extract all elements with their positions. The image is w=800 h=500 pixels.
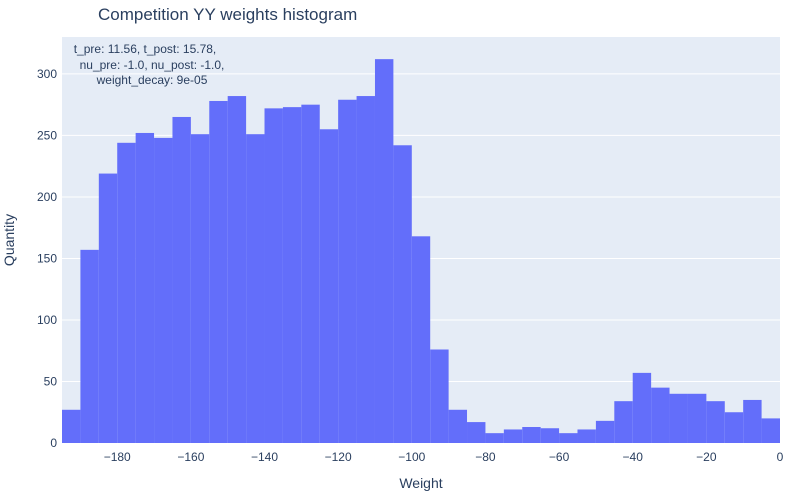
annotation-line-2: nu_pre: -1.0, nu_post: -1.0, [80,58,225,72]
histogram-bar [154,137,173,444]
annotation-line-3: weight_decay: 9e-05 [96,73,208,87]
x-tick-label: −120 [325,450,352,464]
bars [62,59,780,444]
histogram-bar [448,409,468,443]
histogram-bar [651,387,670,443]
histogram-bar [614,401,633,443]
histogram-bar [485,433,504,443]
y-axis-ticks: 0 50 100 150 200 250 300 [37,67,57,450]
x-tick-label: −80 [475,450,496,464]
y-tick-label: 150 [37,251,57,265]
x-tick-label: −20 [696,450,717,464]
y-tick-label: 100 [37,313,57,327]
histogram-bar [540,428,560,443]
y-tick-label: 0 [50,436,57,450]
x-tick-label: −140 [251,450,278,464]
x-tick-label: −160 [177,450,204,464]
histogram-bar [687,393,707,443]
histogram-bar [301,104,320,444]
histogram-bar [282,107,302,444]
histogram-bar [503,429,523,443]
histogram-bar [227,96,247,444]
histogram-bar [743,399,762,443]
y-tick-label: 50 [44,374,58,388]
histogram-bar [338,99,357,443]
chart-title: Competition YY weights histogram [98,5,357,24]
histogram-bar [374,59,394,444]
x-tick-label: −60 [549,450,570,464]
histogram-bar [411,236,431,443]
histogram-bar [632,372,652,443]
annotation: t_pre: 11.56, t_post: 15.78, nu_pre: -1.… [74,42,225,87]
histogram-bar [761,418,780,443]
histogram-bar [706,401,725,443]
histogram-bar [559,433,578,443]
histogram-bar [172,116,191,443]
histogram-bar [669,393,688,443]
histogram-bar [467,422,486,443]
histogram-bar [80,249,99,443]
histogram-bar [577,429,596,443]
y-tick-label: 300 [37,67,57,81]
histogram-bar [117,142,136,443]
y-tick-label: 200 [37,190,57,204]
histogram-bar [356,96,375,444]
x-tick-label: 0 [777,450,784,464]
histogram-bar [595,420,615,443]
histogram-bar [209,100,228,443]
y-axis-label: Quantity [1,214,17,266]
histogram-bar [393,145,412,443]
histogram-bar [319,129,339,444]
x-axis-ticks: −180 −160 −140 −120 −100 −80 −60 −40 −20 0 [104,450,784,464]
annotation-line-1: t_pre: 11.56, t_post: 15.78, [74,42,217,56]
histogram-bar [98,173,118,443]
x-tick-label: −40 [623,450,644,464]
histogram-bar [430,349,449,443]
x-tick-label: −100 [398,450,425,464]
y-tick-label: 250 [37,128,57,142]
x-tick-label: −180 [104,450,131,464]
histogram-bar [264,108,283,443]
histogram-bar [190,134,210,443]
histogram-bar [522,427,541,443]
histogram-bar [135,132,155,444]
x-axis-label: Weight [399,475,442,491]
histogram-bar [246,134,265,443]
histogram-bar [62,409,81,443]
histogram-bar [724,412,744,443]
